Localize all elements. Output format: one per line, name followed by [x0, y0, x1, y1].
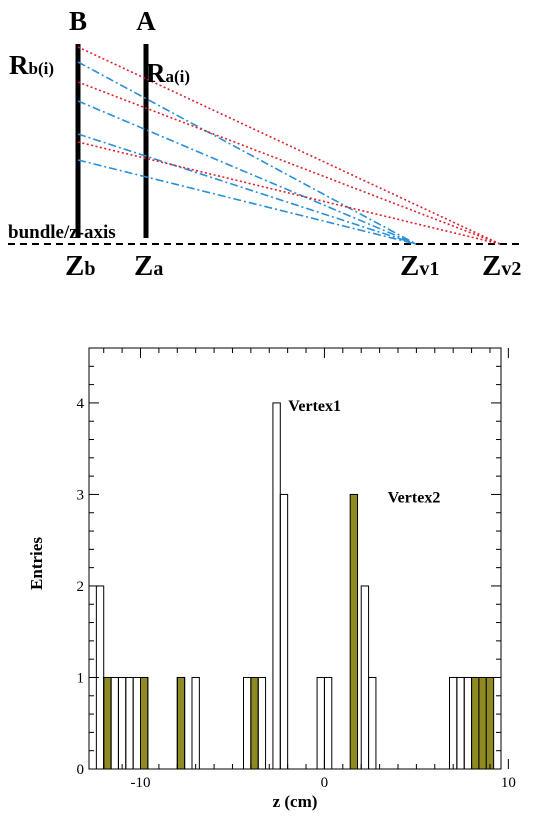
vertex1-bar	[110, 676, 119, 770]
vertex1-bar	[456, 676, 465, 770]
y-tick-label: 4	[77, 396, 85, 412]
vertex1-bar	[360, 585, 370, 770]
z-axis-label: bundle/z-axis	[8, 222, 116, 243]
vertex1-bars	[95, 402, 473, 770]
vertex2-track	[77, 46, 501, 245]
vertex2-track	[77, 81, 501, 245]
vertex2-bar	[485, 676, 495, 770]
vertex2-bar	[349, 493, 359, 770]
axis-tick-labels: -10 0 10 0 1 2 3 4	[77, 396, 516, 791]
vertex2-bar	[176, 676, 186, 770]
vertex2-bars	[103, 493, 495, 770]
annotation-vertex2: Vertex2	[388, 489, 441, 506]
vertex2-bar	[140, 676, 149, 770]
vertex1-bar	[125, 676, 134, 770]
axis-ticks	[89, 348, 509, 770]
vertex1-bar	[279, 493, 289, 770]
vertex2-bar	[478, 676, 487, 770]
vertex1-bar	[191, 676, 200, 770]
vertex1-bar	[316, 676, 325, 770]
chart-annotations: Vertex1 Vertex2	[288, 398, 440, 507]
vertex1-track	[77, 133, 417, 245]
vertex-reconstruction-diagram: B A Rb(i) Ra(i) bundle/z-axis Zb Za Zv1 …	[8, 6, 522, 282]
vertex1-track	[77, 61, 417, 245]
vertex2-track	[77, 141, 501, 245]
ra-label: Ra(i)	[146, 58, 190, 88]
plot-frame	[88, 347, 502, 770]
x-tick-label: -10	[131, 775, 151, 791]
y-tick-label: 0	[77, 762, 85, 778]
y-tick-label: 2	[77, 579, 85, 595]
annotation-vertex1: Vertex1	[288, 398, 341, 415]
detector-a-label: A	[136, 6, 156, 36]
vertex1-tracks	[77, 61, 417, 245]
vertex1-bar	[132, 676, 141, 770]
vertex2-bar	[250, 676, 259, 770]
zv2-label: Zv2	[482, 250, 521, 282]
vertex1-bar	[272, 402, 281, 770]
vertex1-track	[77, 159, 417, 245]
rb-label: Rb(i)	[9, 50, 54, 80]
vertex2-bar	[471, 676, 480, 770]
za-label: Za	[134, 250, 163, 282]
vertex1-bar	[257, 676, 267, 770]
vertex1-bar	[463, 676, 473, 770]
x-tick-label: 10	[501, 775, 516, 791]
vertex2-bar	[103, 676, 112, 770]
vertex1-bar	[323, 676, 333, 770]
vertex1-bar	[368, 676, 377, 770]
y-tick-label: 1	[77, 670, 85, 686]
vertex1-bar	[117, 676, 127, 770]
y-axis-label: Entries	[27, 537, 46, 590]
zb-label: Zb	[65, 250, 95, 282]
y-tick-label: 3	[77, 487, 85, 503]
detector-b-label: B	[69, 6, 87, 36]
zv1-label: Zv1	[400, 250, 439, 282]
x-tick-label: 0	[321, 775, 329, 791]
x-axis-label: z (cm)	[273, 792, 318, 811]
vertex1-bar	[449, 676, 458, 770]
vertex2-tracks	[77, 46, 501, 245]
vertex1-track	[77, 100, 417, 245]
vertex1-bar	[243, 676, 252, 770]
